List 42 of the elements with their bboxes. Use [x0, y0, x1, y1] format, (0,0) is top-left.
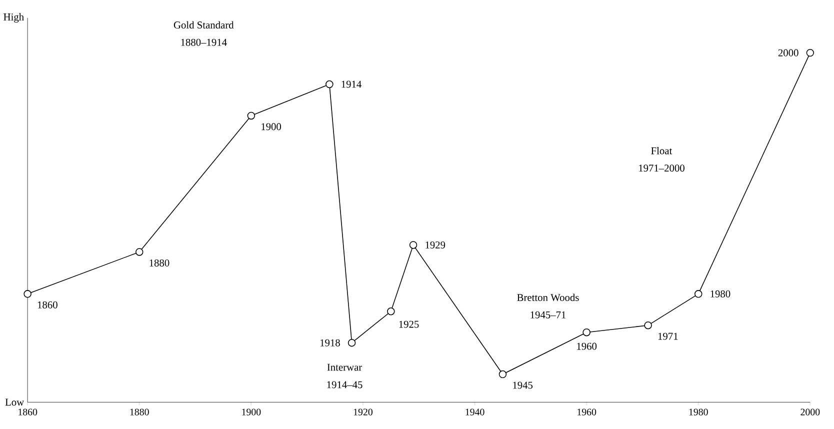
annotation: 1880 — [150, 259, 170, 266]
annotation: 1929 — [426, 241, 446, 248]
annotation: Bretton Woods — [517, 294, 579, 302]
annotation: 1900 — [262, 123, 282, 130]
x-tick-label: 1980 — [689, 408, 708, 416]
x-tick-label: 1960 — [578, 408, 596, 416]
x-tick-label: 1920 — [354, 408, 372, 416]
annotation: 1925 — [399, 320, 419, 328]
annotation: 1971–2000 — [639, 164, 684, 172]
point — [24, 290, 32, 298]
annotation: 1945–71 — [530, 311, 566, 318]
text: Low — [5, 398, 24, 406]
point — [136, 248, 144, 256]
annotation: 1914–45 — [327, 381, 362, 388]
annotation: 1960 — [577, 342, 597, 350]
point — [387, 307, 395, 316]
annotation: 1914 — [342, 80, 362, 88]
point — [694, 290, 702, 298]
point — [409, 241, 418, 249]
annotation: 1971 — [658, 332, 678, 340]
annotation: Interwar — [327, 364, 362, 371]
point — [348, 338, 356, 347]
point — [498, 370, 507, 378]
annotation: 2000 — [778, 49, 798, 56]
x-tick-label: 1880 — [130, 408, 149, 416]
point — [326, 80, 334, 88]
annotation: 1945 — [513, 382, 533, 389]
point — [806, 48, 814, 57]
x-tick-label: 1940 — [466, 408, 484, 416]
x-tick-label: 1900 — [242, 408, 261, 416]
text: 1880–1914 — [181, 38, 227, 46]
annotation: Float — [651, 146, 672, 154]
x-tick-label: 2000 — [800, 408, 820, 416]
point — [247, 112, 256, 120]
annotation: 1860 — [38, 301, 58, 308]
point — [644, 321, 652, 330]
annotation: 1980 — [710, 290, 730, 298]
text: High — [4, 13, 24, 23]
text: Gold Standard — [174, 21, 234, 29]
point — [582, 328, 590, 336]
x-tick-label: 1860 — [18, 408, 38, 416]
annotation: 1918 — [320, 339, 340, 346]
